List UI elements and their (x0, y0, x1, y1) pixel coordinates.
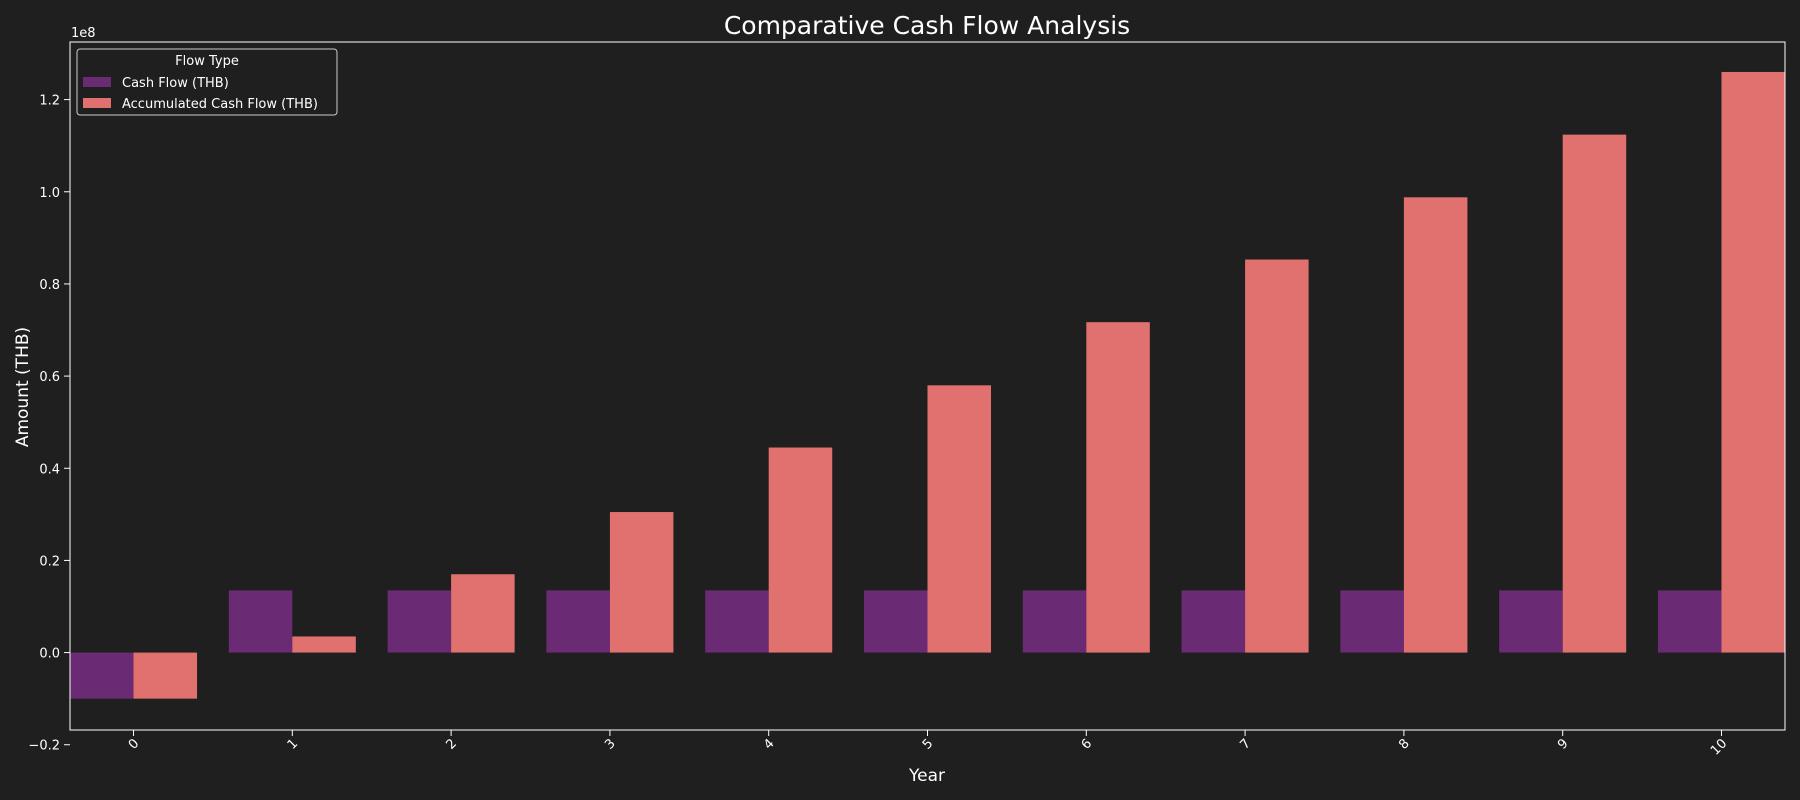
y-tick-label: 0.6 (39, 370, 60, 385)
x-tick-label: 5 (920, 736, 936, 752)
bars-group (70, 71, 1785, 699)
bar-accumulated-year-3 (609, 512, 674, 653)
x-tick-label: 4 (761, 736, 777, 752)
x-axis-label: Year (908, 766, 945, 786)
y-tick-label: 0.4 (39, 462, 60, 477)
legend-swatch-accumulated-cash-flow (83, 98, 111, 108)
bar-cash-flow-year-7 (1181, 590, 1246, 653)
bar-accumulated-year-0 (133, 652, 198, 699)
bar-accumulated-year-8 (1403, 197, 1468, 653)
x-tick-label: 6 (1079, 736, 1095, 752)
bar-cash-flow-year-6 (1022, 590, 1087, 653)
bar-accumulated-year-7 (1245, 259, 1309, 653)
bar-cash-flow-year-3 (546, 590, 610, 653)
legend-swatch-cash-flow (83, 77, 111, 87)
x-tick-label: 7 (1237, 736, 1253, 752)
y-tick-label: 0.0 (39, 647, 60, 662)
bar-cash-flow-year-10 (1657, 590, 1722, 653)
x-tick-label: 3 (602, 736, 618, 752)
plot-frame (69, 41, 1786, 731)
legend-label-cash-flow: Cash Flow (THB) (122, 76, 229, 91)
x-tick-label: 2 (443, 736, 459, 752)
x-tick-label: 1 (285, 736, 301, 752)
bar-cash-flow-year-5 (863, 590, 928, 653)
legend-label-accumulated-cash-flow: Accumulated Cash Flow (THB) (122, 97, 318, 112)
bar-accumulated-year-6 (1086, 322, 1150, 653)
x-tick-label: 0 (126, 736, 142, 752)
bar-accumulated-year-4 (768, 447, 833, 653)
y-tick-label: 1.2 (39, 94, 60, 109)
x-tick-label: 9 (1555, 736, 1571, 752)
bar-accumulated-year-9 (1562, 134, 1627, 653)
legend: Flow Type Cash Flow (THB) Accumulated Ca… (76, 48, 338, 116)
y-tick-label: 0.8 (39, 278, 60, 293)
bar-cash-flow-year-4 (705, 590, 769, 653)
x-tick-label: 10 (1708, 736, 1730, 758)
x-tick-label: 8 (1396, 736, 1412, 752)
bar-accumulated-year-10 (1721, 71, 1785, 653)
legend-box (76, 48, 338, 116)
bar-cash-flow-year-0 (70, 652, 134, 699)
bar-accumulated-year-2 (451, 574, 515, 653)
y-tick-label: 0.2 (39, 554, 60, 569)
bar-cash-flow-year-9 (1499, 590, 1563, 653)
bar-accumulated-year-1 (292, 636, 356, 653)
bar-accumulated-year-5 (927, 385, 992, 653)
bar-cash-flow-year-8 (1340, 590, 1404, 653)
legend-title: Flow Type (175, 54, 239, 69)
bar-cash-flow-year-1 (228, 590, 293, 653)
chart-title: Comparative Cash Flow Analysis (724, 11, 1130, 40)
bar-cash-flow-year-2 (387, 590, 452, 653)
y-axis-label: Amount (THB) (13, 327, 33, 447)
y-tick-label: 1.0 (39, 186, 60, 201)
y-tick-label: −0.2 (28, 739, 60, 754)
ticks-group: −0.2 0.0 0.2 0.4 0.6 0.8 1.0 1.2 0 1 2 3 4 5 6 7 8 9 10 (28, 94, 1730, 759)
y-offset-label: 1e8 (71, 26, 96, 41)
